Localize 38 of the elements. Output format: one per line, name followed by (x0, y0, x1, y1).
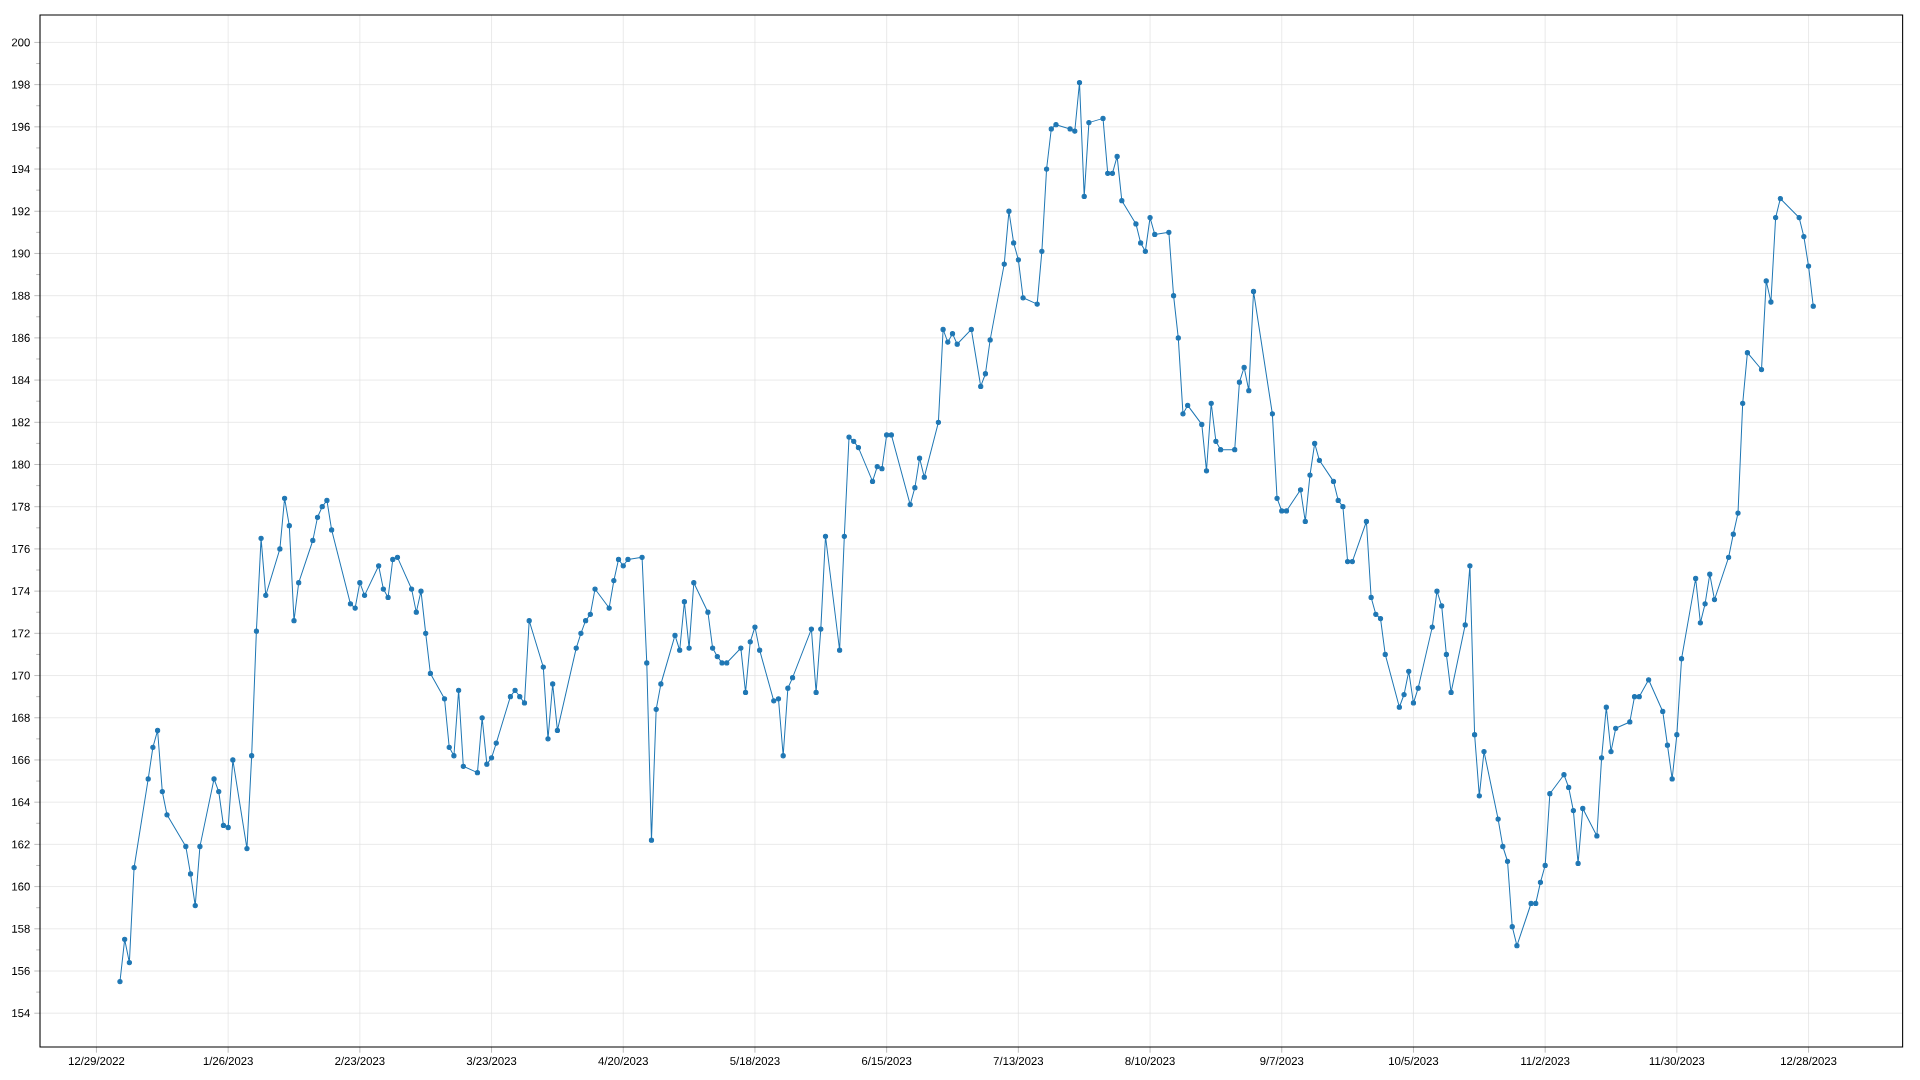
y-tick-label: 178 (12, 502, 30, 511)
y-tick-label: 190 (12, 249, 30, 258)
y-tick-label: 160 (12, 882, 30, 891)
y-tick-label: 194 (12, 165, 30, 174)
x-tick-label: 2/23/2023 (335, 1056, 385, 1066)
y-tick-label: 168 (12, 713, 30, 722)
x-tick-label: 11/2/2023 (1521, 1056, 1570, 1066)
x-tick-label: 11/30/2023 (1649, 1056, 1705, 1066)
y-tick-label: 200 (11, 38, 30, 47)
y-tick-label: 184 (12, 376, 30, 385)
y-tick-label: 198 (12, 80, 30, 89)
x-tick-label: 4/20/2023 (598, 1056, 648, 1066)
y-tick-label: 164 (12, 798, 30, 807)
x-tick-label: 12/28/2023 (1781, 1056, 1837, 1066)
y-tick-label: 156 (12, 967, 30, 976)
x-tick-label: 3/23/2023 (466, 1056, 517, 1066)
y-tick-label: 172 (12, 629, 30, 638)
y-tick-label: 154 (12, 1009, 30, 1018)
x-tick-label: 5/18/2023 (730, 1056, 780, 1066)
y-tick-label: 174 (12, 587, 30, 596)
x-tick-label: 6/15/2023 (862, 1056, 912, 1066)
y-tick-label: 162 (12, 840, 30, 849)
y-tick-label: 188 (12, 291, 30, 300)
x-tick-label: 7/13/2023 (993, 1056, 1044, 1066)
y-tick-label: 176 (12, 544, 30, 553)
y-tick-label: 158 (12, 924, 30, 933)
y-tick-label: 196 (12, 122, 30, 131)
y-tick-label: 166 (12, 755, 30, 764)
y-tick-label: 180 (12, 460, 30, 469)
x-tick-label: 10/5/2023 (1389, 1056, 1439, 1066)
x-tick-label: 1/26/2023 (203, 1056, 253, 1066)
y-tick-label: 182 (12, 418, 30, 427)
y-tick-label: 186 (12, 333, 30, 342)
y-tick-label: 192 (12, 207, 30, 216)
x-tick-label: 12/29/2022 (68, 1056, 125, 1066)
x-tick-label: 9/7/2023 (1260, 1056, 1304, 1066)
x-tick-label: 8/10/2023 (1125, 1056, 1175, 1066)
y-tick-label: 170 (12, 671, 30, 680)
